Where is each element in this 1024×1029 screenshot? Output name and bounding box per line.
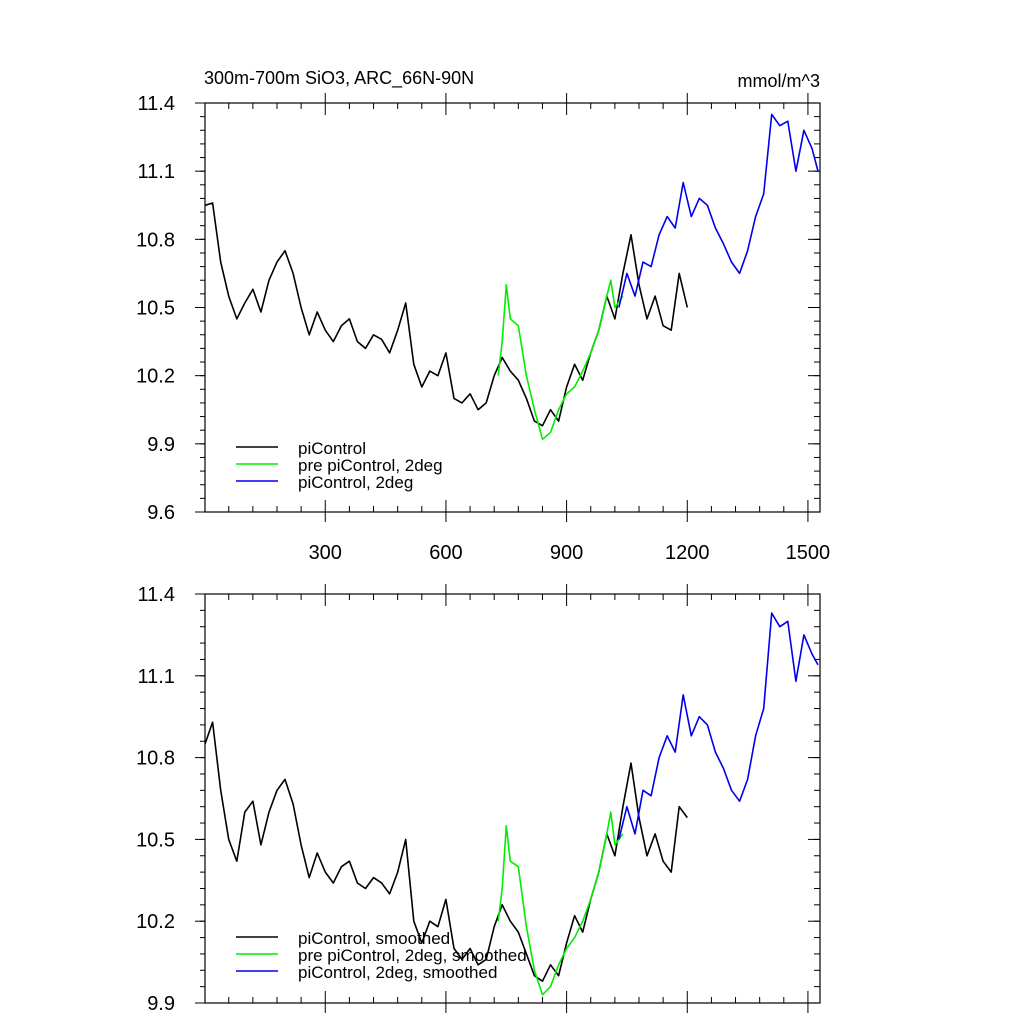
y-tick-label: 10.5 <box>136 298 175 320</box>
legend-label: pre piControl, 2deg <box>298 456 443 475</box>
y-tick-label: 9.9 <box>147 434 175 456</box>
y-tick-label: 10.2 <box>136 366 175 388</box>
x-tick-label: 300 <box>309 542 342 564</box>
series-line-2 <box>497 279 624 441</box>
plot-frame <box>204 593 821 1004</box>
legend-label: piControl, smoothed <box>298 929 450 948</box>
legend-label: piControl, 2deg, smoothed <box>298 963 497 982</box>
legend-label: piControl, 2deg <box>298 473 413 492</box>
legend-label: piControl <box>298 439 366 458</box>
units-label: mmol/m^3 <box>738 71 820 91</box>
y-tick-label: 10.5 <box>136 829 175 851</box>
panel-bottom: 9.9 10.2 10.5 10.8 11.1 11.4 piControl, smooth… <box>136 584 821 1015</box>
y-tick-label: 9.9 <box>147 993 175 1015</box>
series-line-2 <box>497 811 624 996</box>
chart-title: 300m-700m SiO3, ARC_66N-90N <box>204 68 474 89</box>
series-line-3 <box>618 612 819 840</box>
y-tick-label: 9.6 <box>147 502 175 524</box>
series-line-1 <box>204 202 689 427</box>
legend-label: pre piControl, 2deg, smoothed <box>298 946 527 965</box>
y-tick-label: 11.4 <box>138 93 175 115</box>
panel-top: 300 600 900 1200 1500 9.6 9.9 10.2 10.5 10.8 11.1 1… <box>136 93 830 564</box>
x-tick-label: 1500 <box>786 542 831 564</box>
series-line-3 <box>618 113 819 308</box>
y-tick-label: 11.4 <box>138 584 175 606</box>
x-tick-label: 600 <box>429 542 462 564</box>
y-tick-label: 11.1 <box>138 666 175 688</box>
y-tick-label: 11.1 <box>138 161 175 183</box>
x-tick-label: 1200 <box>665 542 710 564</box>
y-tick-label: 10.8 <box>136 748 175 770</box>
x-tick-label: 900 <box>550 542 583 564</box>
y-tick-label: 10.8 <box>136 229 175 251</box>
y-tick-label: 10.2 <box>136 911 175 933</box>
